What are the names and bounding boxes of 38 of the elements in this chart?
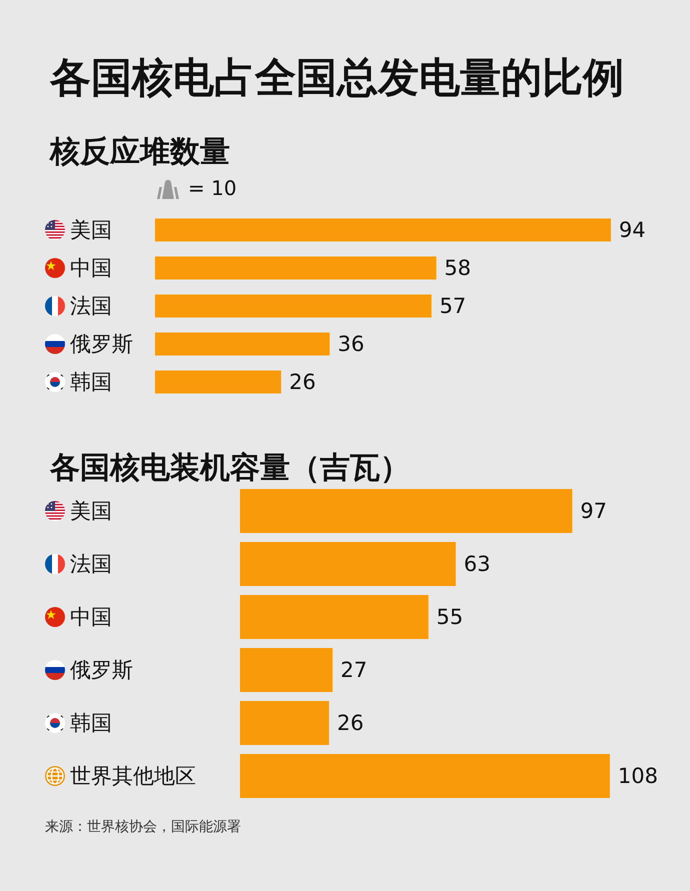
data-label: 58	[444, 256, 472, 280]
bar	[155, 256, 436, 280]
bar	[155, 332, 330, 356]
bar	[155, 370, 282, 394]
bar	[240, 754, 610, 798]
data-label: 26	[289, 370, 316, 394]
y-tick-label: 法国	[70, 294, 112, 318]
bar	[155, 218, 611, 242]
y-tick-label: 世界其他地区	[70, 764, 196, 788]
data-label: 27	[340, 658, 368, 682]
y-tick-label: 中国	[70, 256, 112, 280]
bar	[240, 595, 428, 639]
data-label: 57	[439, 294, 466, 318]
chart-subtitle: 核反应堆数量	[49, 134, 230, 170]
y-tick-label: 美国	[70, 499, 112, 523]
data-label: 97	[580, 499, 607, 523]
data-label: 94	[618, 218, 646, 242]
y-tick-label: 韩国	[70, 711, 112, 735]
bar	[155, 294, 432, 318]
y-tick-label: 法国	[70, 552, 112, 576]
bar	[240, 648, 332, 692]
source-note: 来源：世界核协会，国际能源署	[45, 819, 241, 835]
data-label: 63	[464, 552, 491, 576]
chart-title: 各国核电占全国总发电量的比例	[49, 54, 624, 102]
data-label: 108	[618, 764, 658, 788]
y-tick-label: 俄罗斯	[70, 332, 133, 356]
bar	[240, 701, 330, 745]
y-tick-label: 俄罗斯	[70, 658, 133, 682]
bar	[240, 542, 456, 586]
chart-title: 各国核电装机容量（吉瓦）	[49, 450, 410, 486]
data-label: 55	[436, 605, 464, 629]
y-tick-label: 中国	[70, 605, 112, 629]
text: = 10	[188, 176, 237, 200]
y-tick-label: 美国	[70, 218, 112, 242]
y-tick-label: 韩国	[70, 370, 112, 394]
data-label: 36	[338, 332, 364, 356]
data-label: 26	[337, 711, 364, 735]
bar	[240, 489, 572, 533]
